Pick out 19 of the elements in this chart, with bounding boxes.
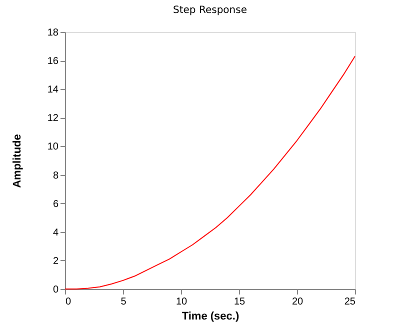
- y-tick-label: 10: [47, 142, 59, 153]
- x-tick-label: 5: [120, 296, 127, 308]
- y-axis-title: Amplitude: [11, 134, 24, 188]
- x-tick-label: 10: [176, 296, 188, 308]
- chart-title: Step Response: [173, 5, 247, 16]
- y-tick-label: 6: [52, 198, 59, 210]
- y-tick-label: 14: [47, 84, 59, 96]
- y-tick-label: 18: [47, 28, 59, 38]
- x-tick-label: 0: [66, 296, 72, 308]
- x-axis-title: Time (sec.): [182, 310, 240, 322]
- y-tick-label: 12: [47, 113, 59, 124]
- y-tick-label: 16: [47, 56, 59, 68]
- x-tick-label: 15: [234, 296, 246, 308]
- y-tick-label: 4: [52, 227, 59, 238]
- y-tick-label: 0: [52, 284, 59, 296]
- x-tick-label: 20: [292, 296, 304, 308]
- y-tick-label: 8: [52, 170, 59, 182]
- y-tick-label: 2: [52, 256, 59, 267]
- x-tick-label: 25: [344, 296, 356, 308]
